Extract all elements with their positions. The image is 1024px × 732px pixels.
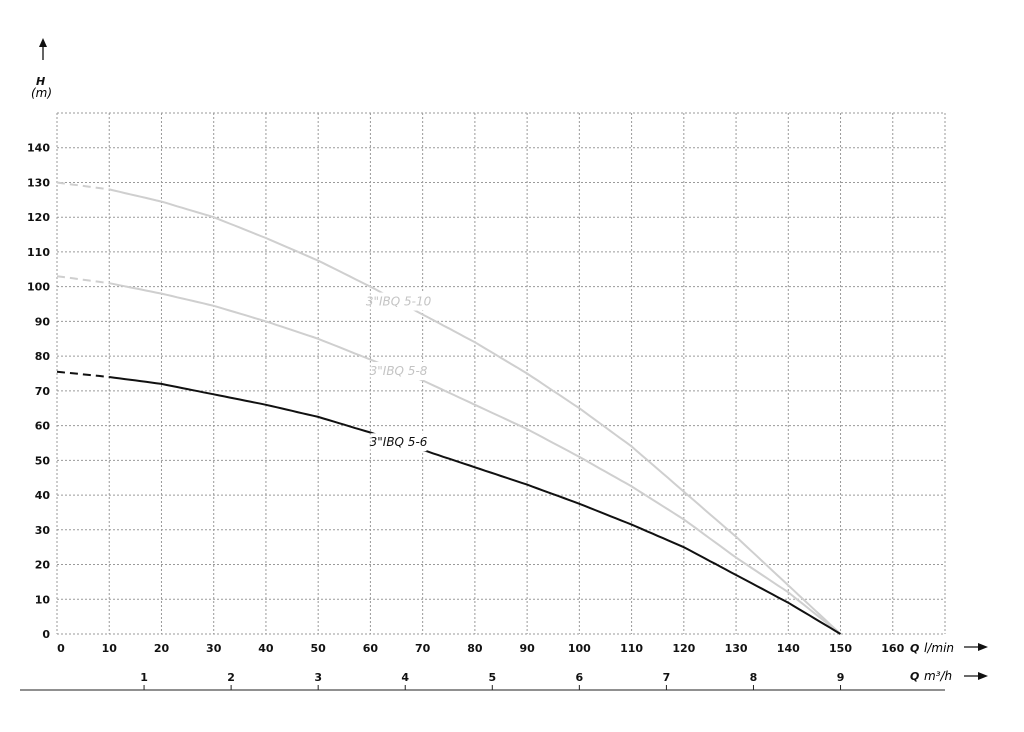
y-axis-label: H <box>36 75 45 88</box>
y-tick-label: 80 <box>35 350 51 363</box>
y-tick-label: 40 <box>35 489 51 502</box>
series-line <box>109 282 842 635</box>
x-tick-label: 130 <box>725 642 748 655</box>
x2-tick-label: 4 <box>401 671 409 684</box>
x2-tick-label: 7 <box>663 671 671 684</box>
series-label: 3"IBQ 5-10 <box>366 295 432 309</box>
x-axis-arrow-icon <box>964 643 988 651</box>
series-dashed-segment <box>56 275 110 285</box>
y-tick-labels: 0 10 20 30 40 50 60 70 80 90 100 110 120 130 140 <box>27 142 50 641</box>
x2-tick-label: 1 <box>140 671 148 684</box>
y-tick-label: 140 <box>27 142 50 155</box>
x2-tick-label: 5 <box>488 671 496 684</box>
x-tick-label: 0 <box>57 642 65 655</box>
x-tick-label: 150 <box>829 642 852 655</box>
x2-tick-label: 3 <box>314 671 322 684</box>
x-tick-label: 100 <box>568 642 591 655</box>
x2-axis-unit-m3h: m³/h <box>924 669 952 683</box>
x2-axis-q: Q <box>910 670 919 683</box>
series-dashed-segment <box>56 181 110 191</box>
series-line <box>108 188 842 635</box>
series-label: 3"IBQ 5-8 <box>370 364 428 378</box>
y-tick-label: 10 <box>35 593 51 606</box>
x2-tick-label: 9 <box>837 671 845 684</box>
series-label: 3"IBQ 5-6 <box>370 435 428 449</box>
y-tick-label: 120 <box>27 211 50 224</box>
x-tick-label: 80 <box>467 642 483 655</box>
y-tick-label: 70 <box>35 385 51 398</box>
x-tick-label: 160 <box>881 642 904 655</box>
y-axis-arrow-icon <box>39 38 47 60</box>
series-label-background <box>370 362 427 381</box>
x-tick-label: 50 <box>311 642 327 655</box>
series-label-background <box>370 433 427 452</box>
y-tick-label: 0 <box>42 628 50 641</box>
x2-tick-label: 2 <box>227 671 235 684</box>
x-tick-labels: 0 10 20 30 40 50 60 70 80 90 100 110 120 130 140 150 160 <box>57 642 904 655</box>
x-tick-label: 110 <box>620 642 643 655</box>
y-axis-unit: (m) <box>31 86 52 100</box>
x-axis-unit-lmin: l/min <box>924 641 954 655</box>
series-dashed-segment <box>56 370 110 378</box>
x-tick-label: 140 <box>777 642 800 655</box>
x-tick-label: 10 <box>102 642 118 655</box>
x2-tick-label: 8 <box>750 671 758 684</box>
x-tick-label: 90 <box>519 642 535 655</box>
x-tick-label: 30 <box>206 642 222 655</box>
curve-labels: 3"IBQ 5-10 3"IBQ 5-8 3"IBQ 5-6 <box>366 292 432 452</box>
y-tick-label: 30 <box>35 524 51 537</box>
y-tick-label: 90 <box>35 315 51 328</box>
x-tick-label: 60 <box>363 642 379 655</box>
x-axis-q: Q <box>910 642 919 655</box>
y-tick-label: 130 <box>27 176 50 189</box>
y-tick-label: 100 <box>27 281 50 294</box>
y-tick-label: 20 <box>35 559 51 572</box>
series-label-background <box>370 292 427 311</box>
curves <box>56 181 842 635</box>
y-tick-label: 50 <box>35 454 51 467</box>
x2-tick-labels: 1 2 3 4 5 6 7 8 9 <box>140 671 844 690</box>
x-tick-label: 20 <box>154 642 170 655</box>
x-tick-label: 40 <box>258 642 274 655</box>
grid <box>56 112 946 635</box>
y-tick-label: 60 <box>35 420 51 433</box>
x2-axis-arrow-icon <box>964 672 988 680</box>
series-line <box>109 376 842 635</box>
x-tick-label: 70 <box>415 642 431 655</box>
x-tick-label: 120 <box>672 642 695 655</box>
x2-tick-label: 6 <box>576 671 584 684</box>
y-tick-label: 110 <box>27 246 50 259</box>
